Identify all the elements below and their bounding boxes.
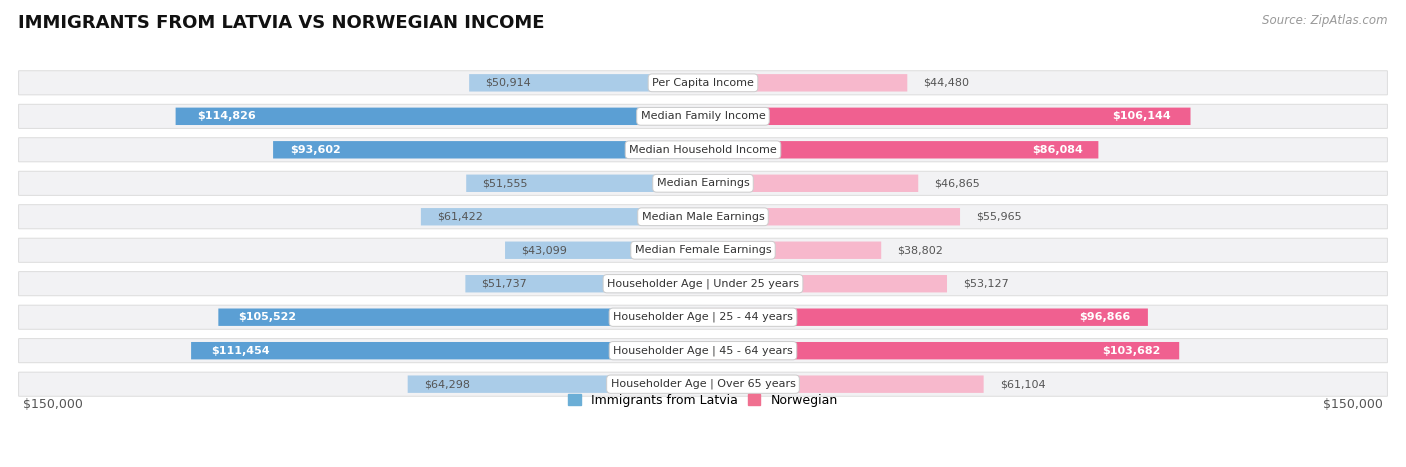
Text: Householder Age | 25 - 44 years: Householder Age | 25 - 44 years [613,312,793,322]
Text: $150,000: $150,000 [1323,398,1382,411]
FancyBboxPatch shape [703,241,882,259]
Text: Median Earnings: Median Earnings [657,178,749,188]
FancyBboxPatch shape [467,175,703,192]
Text: $51,737: $51,737 [481,279,527,289]
FancyBboxPatch shape [18,305,1388,329]
Text: $44,480: $44,480 [924,78,969,88]
FancyBboxPatch shape [703,74,907,92]
FancyBboxPatch shape [18,205,1388,229]
FancyBboxPatch shape [703,175,918,192]
FancyBboxPatch shape [176,107,703,125]
Text: $51,555: $51,555 [482,178,527,188]
Text: $61,104: $61,104 [1000,379,1045,389]
Text: Median Household Income: Median Household Income [628,145,778,155]
Text: Householder Age | Under 25 years: Householder Age | Under 25 years [607,278,799,289]
Text: Median Male Earnings: Median Male Earnings [641,212,765,222]
Text: Source: ZipAtlas.com: Source: ZipAtlas.com [1263,14,1388,27]
FancyBboxPatch shape [703,342,1180,360]
Text: $114,826: $114,826 [197,111,256,121]
Text: IMMIGRANTS FROM LATVIA VS NORWEGIAN INCOME: IMMIGRANTS FROM LATVIA VS NORWEGIAN INCO… [18,14,544,32]
Text: $43,099: $43,099 [522,245,567,255]
Text: Householder Age | 45 - 64 years: Householder Age | 45 - 64 years [613,346,793,356]
FancyBboxPatch shape [191,342,703,360]
Text: $50,914: $50,914 [485,78,531,88]
Text: $38,802: $38,802 [897,245,943,255]
Text: $150,000: $150,000 [24,398,83,411]
FancyBboxPatch shape [18,272,1388,296]
FancyBboxPatch shape [703,208,960,226]
FancyBboxPatch shape [703,309,1147,326]
FancyBboxPatch shape [703,375,984,393]
FancyBboxPatch shape [18,171,1388,195]
Legend: Immigrants from Latvia, Norwegian: Immigrants from Latvia, Norwegian [564,389,842,412]
Text: $61,422: $61,422 [437,212,482,222]
Text: $111,454: $111,454 [211,346,270,356]
FancyBboxPatch shape [18,372,1388,396]
FancyBboxPatch shape [420,208,703,226]
FancyBboxPatch shape [505,241,703,259]
Text: Per Capita Income: Per Capita Income [652,78,754,88]
Text: $86,084: $86,084 [1032,145,1083,155]
FancyBboxPatch shape [18,71,1388,95]
Text: $53,127: $53,127 [963,279,1010,289]
Text: Median Family Income: Median Family Income [641,111,765,121]
FancyBboxPatch shape [465,275,703,292]
Text: $46,865: $46,865 [935,178,980,188]
FancyBboxPatch shape [703,141,1098,158]
FancyBboxPatch shape [470,74,703,92]
Text: $93,602: $93,602 [290,145,342,155]
FancyBboxPatch shape [18,138,1388,162]
FancyBboxPatch shape [408,375,703,393]
Text: $96,866: $96,866 [1078,312,1130,322]
FancyBboxPatch shape [703,107,1191,125]
FancyBboxPatch shape [18,238,1388,262]
Text: $103,682: $103,682 [1102,346,1160,356]
Text: $55,965: $55,965 [976,212,1022,222]
Text: Median Female Earnings: Median Female Earnings [634,245,772,255]
FancyBboxPatch shape [18,339,1388,363]
Text: $64,298: $64,298 [423,379,470,389]
FancyBboxPatch shape [218,309,703,326]
FancyBboxPatch shape [18,104,1388,128]
FancyBboxPatch shape [273,141,703,158]
Text: $106,144: $106,144 [1112,111,1171,121]
FancyBboxPatch shape [703,275,948,292]
Text: Householder Age | Over 65 years: Householder Age | Over 65 years [610,379,796,389]
Text: $105,522: $105,522 [238,312,295,322]
